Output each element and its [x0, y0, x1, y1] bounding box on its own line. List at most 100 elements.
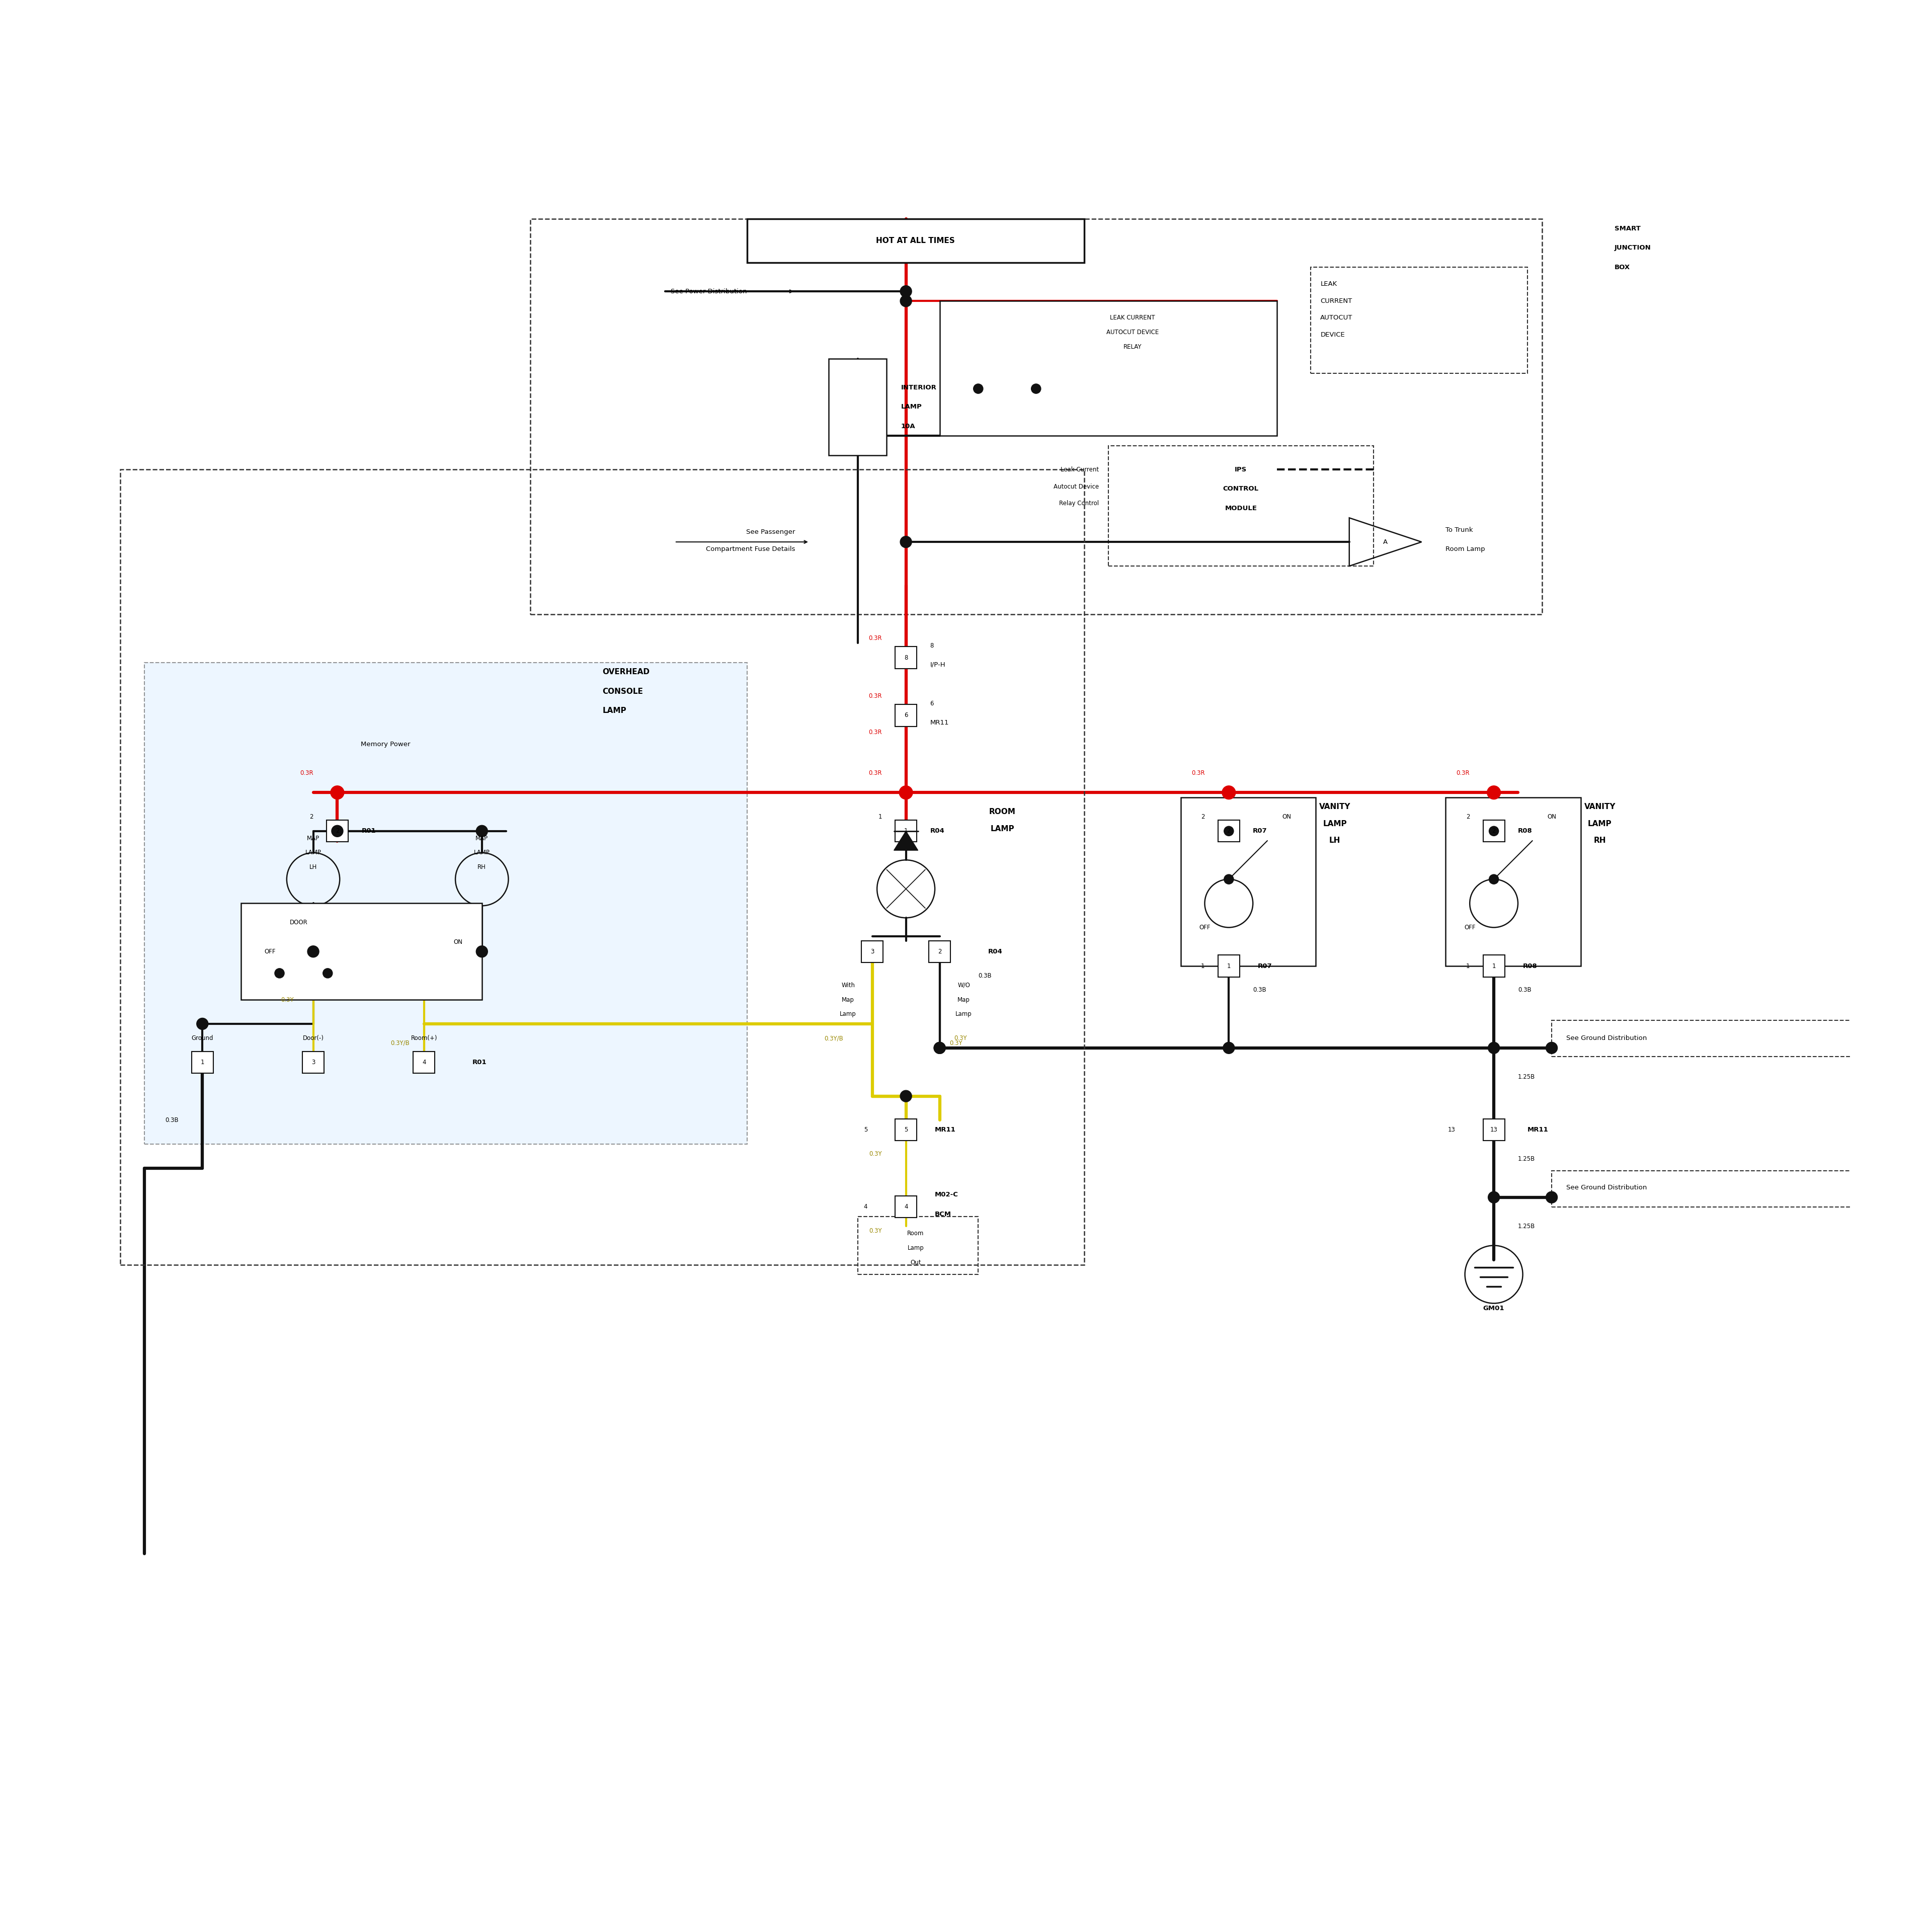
Text: With: With: [840, 981, 854, 989]
Circle shape: [1223, 786, 1236, 800]
Circle shape: [330, 786, 344, 800]
Text: OFF: OFF: [1464, 923, 1476, 931]
Text: Door(-): Door(-): [303, 1036, 325, 1041]
Circle shape: [898, 786, 912, 800]
Text: OVERHEAD: OVERHEAD: [603, 668, 649, 676]
Bar: [1484, 821, 1505, 842]
Text: 0.3R: 0.3R: [1457, 771, 1470, 777]
Text: See Power Distribution: See Power Distribution: [670, 288, 748, 296]
Text: 0.3Y: 0.3Y: [869, 1151, 881, 1157]
Bar: [748, 218, 1084, 263]
Text: R04: R04: [929, 827, 945, 835]
Text: 3: 3: [869, 949, 873, 954]
Text: SMART: SMART: [1615, 226, 1640, 232]
Circle shape: [1490, 827, 1499, 837]
Text: Room Lamp: Room Lamp: [1445, 547, 1486, 553]
Text: LAMP: LAMP: [1323, 819, 1347, 827]
Text: 0.3Y/B: 0.3Y/B: [825, 1036, 842, 1041]
Bar: [1217, 954, 1240, 978]
Text: 5: 5: [864, 1126, 867, 1132]
Text: CURRENT: CURRENT: [1320, 298, 1352, 303]
Circle shape: [933, 1041, 945, 1053]
Text: Map: Map: [958, 997, 970, 1003]
Text: BCM: BCM: [935, 1211, 951, 1217]
Bar: [895, 821, 918, 842]
Text: MR11: MR11: [1528, 1126, 1549, 1132]
Text: M02-C: M02-C: [935, 1192, 958, 1198]
Text: I/P-H: I/P-H: [929, 661, 945, 668]
Text: LAMP: LAMP: [305, 850, 321, 856]
Text: GM01: GM01: [1484, 1304, 1505, 1312]
Bar: [242, 904, 481, 999]
Bar: [327, 821, 348, 842]
Text: To Trunk: To Trunk: [1445, 527, 1472, 533]
Bar: [529, 218, 1542, 614]
Text: 2: 2: [336, 827, 340, 835]
Circle shape: [274, 968, 284, 978]
Text: VANITY: VANITY: [1584, 804, 1615, 811]
Text: 1: 1: [1202, 962, 1206, 970]
Text: 0.3R: 0.3R: [869, 728, 881, 736]
Text: 6: 6: [929, 699, 933, 707]
Text: 0.3R: 0.3R: [869, 694, 881, 699]
Bar: [895, 705, 918, 726]
Text: LAMP: LAMP: [603, 707, 626, 715]
Bar: [1310, 267, 1528, 373]
Text: 0.3Y/B: 0.3Y/B: [390, 1039, 410, 1047]
Text: Compartment Fuse Details: Compartment Fuse Details: [705, 547, 796, 553]
Circle shape: [1032, 384, 1041, 394]
Circle shape: [900, 296, 912, 307]
Circle shape: [933, 1041, 945, 1053]
Text: 8: 8: [929, 641, 933, 649]
Text: RH: RH: [1594, 837, 1605, 844]
Text: 10A: 10A: [900, 423, 916, 429]
Circle shape: [1225, 875, 1235, 885]
Text: R01: R01: [471, 1059, 487, 1066]
Circle shape: [900, 1090, 912, 1101]
Circle shape: [974, 384, 983, 394]
Text: Leak Current: Leak Current: [1061, 466, 1099, 473]
Text: 1.25B: 1.25B: [1519, 1155, 1536, 1161]
Text: JUNCTION: JUNCTION: [1615, 245, 1652, 251]
Polygon shape: [895, 831, 918, 850]
Bar: [858, 1217, 978, 1275]
Text: 8: 8: [904, 655, 908, 661]
Text: LAMP: LAMP: [900, 404, 922, 410]
Text: LEAK CURRENT: LEAK CURRENT: [1109, 315, 1155, 321]
Circle shape: [900, 537, 912, 549]
Text: 13: 13: [1490, 1126, 1497, 1132]
Bar: [191, 1051, 213, 1072]
Text: 0.3Y: 0.3Y: [869, 1227, 881, 1235]
Text: 4: 4: [423, 1059, 425, 1066]
Text: 1: 1: [1227, 962, 1231, 970]
Text: RELAY: RELAY: [1122, 344, 1142, 350]
Text: LAMP: LAMP: [991, 825, 1014, 833]
Text: ROOM: ROOM: [989, 808, 1016, 815]
Text: 0.3B: 0.3B: [1252, 987, 1265, 993]
Bar: [1217, 821, 1240, 842]
Bar: [1180, 798, 1316, 966]
Text: R01: R01: [361, 827, 377, 835]
Text: 0.3Y: 0.3Y: [280, 997, 294, 1003]
Text: LAMP: LAMP: [473, 850, 491, 856]
Circle shape: [1546, 1192, 1557, 1204]
Text: INTERIOR: INTERIOR: [900, 384, 937, 390]
Text: MODULE: MODULE: [1225, 504, 1258, 512]
Bar: [1551, 1020, 1913, 1057]
Text: LEAK: LEAK: [1320, 280, 1337, 288]
Bar: [1484, 1119, 1505, 1140]
Text: Map: Map: [842, 997, 854, 1003]
Text: Room(+): Room(+): [412, 1036, 437, 1041]
Text: Memory Power: Memory Power: [361, 742, 410, 748]
Text: 0.3B: 0.3B: [1519, 987, 1532, 993]
Bar: [895, 647, 918, 668]
Text: OFF: OFF: [265, 949, 276, 954]
Text: LH: LH: [1329, 837, 1341, 844]
Text: Out: Out: [910, 1260, 922, 1265]
Text: ON: ON: [1548, 813, 1555, 819]
Text: 0.3R: 0.3R: [869, 636, 881, 641]
Bar: [895, 1196, 918, 1217]
Circle shape: [1546, 1041, 1557, 1053]
Text: R07: R07: [1258, 962, 1271, 970]
Text: MAP: MAP: [307, 835, 319, 842]
